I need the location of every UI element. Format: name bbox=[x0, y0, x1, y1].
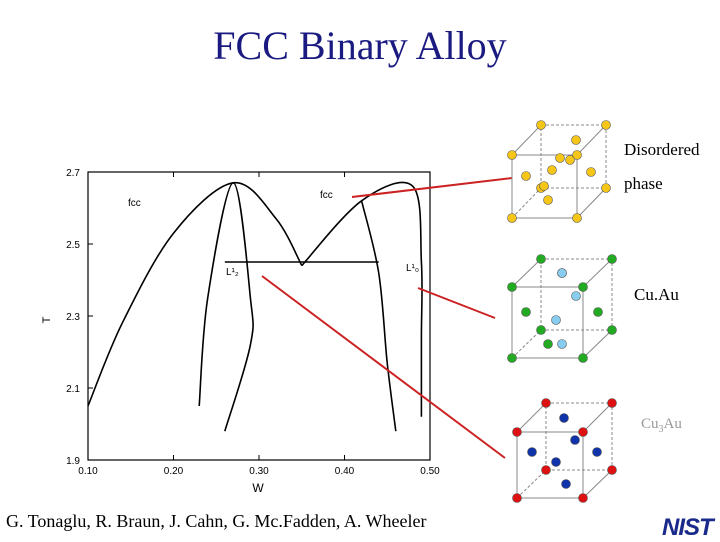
label-cu3au: Cu3Au bbox=[641, 416, 682, 435]
x-axis-label: W bbox=[252, 481, 264, 495]
pointer-line-cuau bbox=[417, 287, 496, 319]
atom-light-blue bbox=[557, 268, 567, 278]
tick-labels: 0.10 0.20 0.30 0.40 0.50 2.7 2.5 2.3 2.1 1.9 bbox=[66, 168, 440, 477]
y-tick-label: 2.3 bbox=[66, 312, 80, 323]
label-cu3au-sub: 3 bbox=[658, 424, 664, 435]
atom-red bbox=[541, 398, 551, 408]
label-cu3au-base: Cu bbox=[641, 416, 659, 432]
atom-yellow bbox=[521, 171, 531, 181]
label-phase: phase bbox=[624, 174, 663, 193]
pointer-line-cu3au bbox=[261, 275, 506, 459]
atom-red bbox=[541, 465, 551, 475]
nist-logo: NIST bbox=[662, 514, 714, 541]
atom-blue bbox=[551, 457, 561, 467]
atoms-disordered bbox=[507, 120, 611, 223]
region-label-fcc-left: fcc bbox=[128, 198, 141, 209]
phase-boundary-4 bbox=[360, 200, 397, 432]
plot-frame bbox=[87, 171, 431, 461]
atom-light-blue bbox=[571, 291, 581, 301]
atom-yellow bbox=[572, 150, 582, 160]
atom-yellow bbox=[536, 120, 546, 130]
atom-green bbox=[521, 307, 531, 317]
atom-yellow bbox=[586, 167, 596, 177]
label-cuau: Cu.Au bbox=[634, 285, 679, 304]
atom-red bbox=[512, 427, 522, 437]
phase-boundaries bbox=[87, 181, 423, 432]
y-tick-label: 1.9 bbox=[66, 456, 80, 467]
atom-light-blue bbox=[557, 339, 567, 349]
atom-green bbox=[578, 353, 588, 363]
y-tick-label: 2.1 bbox=[66, 384, 80, 395]
region-label-l10: L¹₀ bbox=[406, 263, 419, 274]
pointer-lines bbox=[261, 177, 513, 459]
atoms-cuau bbox=[507, 254, 617, 363]
atom-yellow bbox=[555, 153, 565, 163]
atom-yellow bbox=[507, 150, 517, 160]
atom-red bbox=[607, 465, 617, 475]
slide-title: FCC Binary Alloy bbox=[213, 23, 507, 68]
atom-blue bbox=[592, 447, 602, 457]
atom-red bbox=[607, 398, 617, 408]
atom-yellow bbox=[543, 195, 553, 205]
atom-blue bbox=[559, 413, 569, 423]
label-cu3au-rest: Au bbox=[663, 416, 682, 432]
phase-boundary-3 bbox=[301, 181, 423, 417]
atom-green bbox=[507, 282, 517, 292]
phase-boundary-1 bbox=[87, 181, 303, 407]
atom-blue bbox=[561, 479, 571, 489]
x-tick-label: 0.30 bbox=[249, 466, 269, 477]
atom-green bbox=[607, 325, 617, 335]
pointer-line-disordered bbox=[351, 177, 513, 198]
atom-green bbox=[607, 254, 617, 264]
atom-yellow bbox=[572, 213, 582, 223]
region-label-fcc-right: fcc bbox=[320, 190, 333, 201]
atom-green bbox=[578, 282, 588, 292]
atom-yellow bbox=[539, 181, 549, 191]
phase-diagram: 0.10 0.20 0.30 0.40 0.502.72.52.32.11.9 W T … bbox=[41, 168, 440, 495]
atom-green bbox=[536, 325, 546, 335]
author-credits: G. Tonaglu, R. Braun, J. Cahn, G. Mc.Fad… bbox=[6, 511, 427, 531]
atom-yellow bbox=[571, 135, 581, 145]
atom-yellow bbox=[547, 165, 557, 175]
atom-yellow bbox=[601, 183, 611, 193]
atom-blue bbox=[527, 447, 537, 457]
atoms-cu3au bbox=[512, 398, 617, 503]
atom-green bbox=[507, 353, 517, 363]
atom-yellow bbox=[601, 120, 611, 130]
y-axis-label: T bbox=[41, 316, 53, 323]
y-tick-label: 2.5 bbox=[66, 240, 80, 251]
atom-red bbox=[512, 493, 522, 503]
atom-red bbox=[578, 427, 588, 437]
atom-red bbox=[578, 493, 588, 503]
x-tick-label: 0.40 bbox=[335, 466, 355, 477]
atom-light-blue bbox=[551, 315, 561, 325]
y-tick-label: 2.7 bbox=[66, 168, 80, 179]
x-tick-label: 0.20 bbox=[164, 466, 184, 477]
atom-yellow bbox=[565, 155, 575, 165]
region-label-l12: L¹₂ bbox=[226, 267, 239, 278]
atom-green bbox=[593, 307, 603, 317]
atom-green bbox=[543, 339, 553, 349]
phase-boundary-2 bbox=[198, 181, 254, 432]
x-tick-label: 0.10 bbox=[78, 466, 98, 477]
atom-blue bbox=[570, 435, 580, 445]
x-tick-label: 0.50 bbox=[420, 466, 440, 477]
label-disordered: Disordered bbox=[624, 140, 700, 159]
atom-green bbox=[536, 254, 546, 264]
axis-ticks bbox=[87, 171, 431, 461]
atom-yellow bbox=[507, 213, 517, 223]
